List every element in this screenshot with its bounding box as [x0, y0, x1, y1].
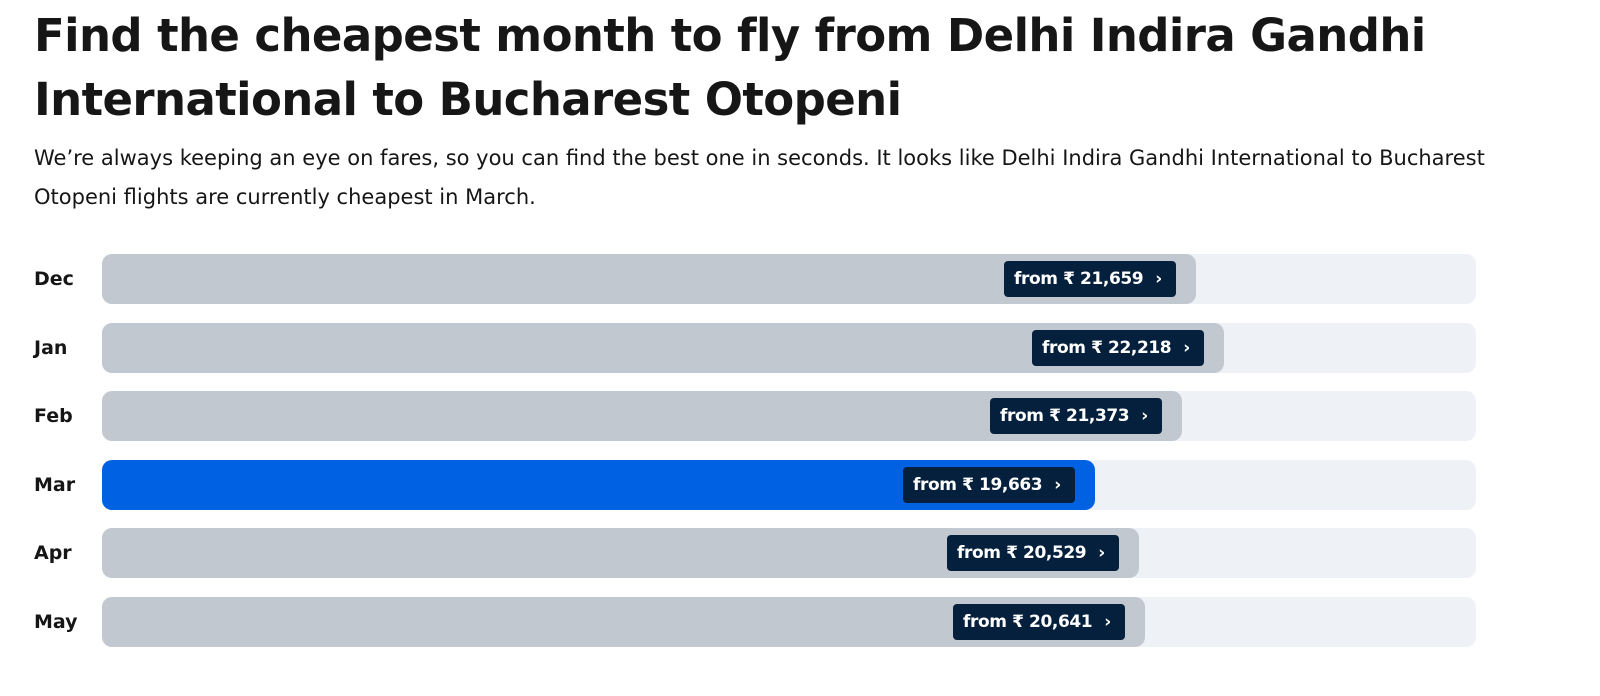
price-button-jan[interactable]: from ₹ 22,218 ›	[1032, 330, 1204, 366]
price-label-may: from ₹ 20,641	[963, 612, 1093, 632]
chevron-right-icon: ›	[1104, 612, 1111, 632]
month-label-feb: Feb	[34, 405, 73, 427]
bar-track-mar[interactable]: from ₹ 19,663 ›	[102, 460, 1476, 510]
bar-track-dec[interactable]: from ₹ 21,659 ›	[102, 254, 1476, 304]
monthly-price-chart: Dec from ₹ 21,659 › Jan from ₹ 22,218 › Feb fro…	[0, 254, 1600, 654]
price-label-feb: from ₹ 21,373	[1000, 406, 1130, 426]
price-label-jan: from ₹ 22,218	[1042, 338, 1172, 358]
page-title: Find the cheapest month to fly from Delh…	[34, 9, 1426, 126]
chart-row-may: May from ₹ 20,641 ›	[0, 597, 1600, 647]
chart-row-mar: Mar from ₹ 19,663 ›	[0, 460, 1600, 510]
chevron-right-icon: ›	[1054, 475, 1061, 495]
bar-track-apr[interactable]: from ₹ 20,529 ›	[102, 528, 1476, 578]
month-label-mar: Mar	[34, 474, 76, 496]
price-button-may[interactable]: from ₹ 20,641 ›	[953, 604, 1125, 640]
chart-row-feb: Feb from ₹ 21,373 ›	[0, 391, 1600, 441]
bar-track-feb[interactable]: from ₹ 21,373 ›	[102, 391, 1476, 441]
month-label-jan: Jan	[34, 337, 68, 359]
price-button-mar[interactable]: from ₹ 19,663 ›	[903, 467, 1075, 503]
chart-row-jan: Jan from ₹ 22,218 ›	[0, 323, 1600, 373]
price-button-apr[interactable]: from ₹ 20,529 ›	[947, 535, 1119, 571]
price-label-apr: from ₹ 20,529	[957, 543, 1087, 563]
price-button-feb[interactable]: from ₹ 21,373 ›	[990, 398, 1162, 434]
price-label-mar: from ₹ 19,663	[913, 475, 1043, 495]
month-label-dec: Dec	[34, 268, 74, 290]
chart-row-dec: Dec from ₹ 21,659 ›	[0, 254, 1600, 304]
chevron-right-icon: ›	[1155, 269, 1162, 289]
price-label-dec: from ₹ 21,659	[1014, 269, 1144, 289]
page-subtitle: We’re always keeping an eye on fares, so…	[34, 146, 1485, 209]
bar-track-jan[interactable]: from ₹ 22,218 ›	[102, 323, 1476, 373]
chart-row-apr: Apr from ₹ 20,529 ›	[0, 528, 1600, 578]
chevron-right-icon: ›	[1098, 543, 1105, 563]
price-button-dec[interactable]: from ₹ 21,659 ›	[1004, 261, 1176, 297]
bar-track-may[interactable]: from ₹ 20,641 ›	[102, 597, 1476, 647]
month-label-apr: Apr	[34, 542, 72, 564]
chevron-right-icon: ›	[1141, 406, 1148, 426]
chevron-right-icon: ›	[1183, 338, 1190, 358]
month-label-may: May	[34, 611, 78, 633]
